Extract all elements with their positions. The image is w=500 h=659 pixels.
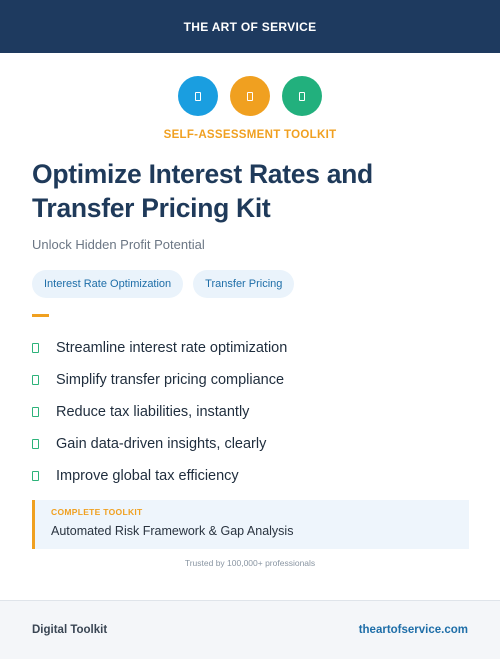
check-icon — [32, 343, 39, 353]
tag-list: Interest Rate Optimization Transfer Pric… — [32, 270, 295, 298]
website-link[interactable]: theartofservice.com — [358, 624, 468, 636]
callout-label: COMPLETE TOOLKIT — [51, 507, 143, 517]
check-icon — [32, 407, 39, 417]
page-title: Optimize Interest Rates and Transfer Pri… — [32, 159, 373, 223]
document-icon — [282, 76, 322, 116]
icon-row — [0, 76, 500, 116]
toolkit-kicker: SELF-ASSESSMENT TOOLKIT — [163, 129, 337, 141]
brand-name: THE ART OF SERVICE — [183, 19, 317, 34]
benefit-text: Reduce tax liabilities, instantly — [56, 404, 250, 420]
tag-transfer-pricing: Transfer Pricing — [193, 270, 295, 298]
callout-text: Automated Risk Framework & Gap Analysis — [51, 524, 294, 538]
benefit-list: Streamline interest rate optimization Si… — [32, 332, 287, 492]
benefit-text: Improve global tax efficiency — [56, 468, 239, 484]
benefit-item: Gain data-driven insights, clearly — [32, 428, 287, 460]
check-icon — [32, 375, 39, 385]
benefit-item: Improve global tax efficiency — [32, 460, 287, 492]
benefit-text: Gain data-driven insights, clearly — [56, 436, 267, 452]
footer-label: Digital Toolkit — [32, 624, 108, 636]
benefit-item: Reduce tax liabilities, instantly — [32, 396, 287, 428]
footer-bar: Digital Toolkit theartofservice.com — [0, 600, 500, 659]
document-icon — [230, 76, 270, 116]
document-icon — [178, 76, 218, 116]
benefit-item: Simplify transfer pricing compliance — [32, 364, 287, 396]
benefit-text: Simplify transfer pricing compliance — [56, 372, 285, 388]
benefit-item: Streamline interest rate optimization — [32, 332, 287, 364]
header-bar: THE ART OF SERVICE — [0, 0, 500, 53]
accent-divider — [32, 314, 49, 317]
tag-interest-rate-optimization: Interest Rate Optimization — [32, 270, 184, 298]
toolkit-callout: COMPLETE TOOLKIT Automated Risk Framewor… — [32, 500, 469, 549]
check-icon — [32, 471, 39, 481]
trust-statement: Trusted by 100,000+ professionals — [184, 558, 316, 568]
check-icon — [32, 439, 39, 449]
page-subtitle: Unlock Hidden Profit Potential — [32, 237, 205, 252]
benefit-text: Streamline interest rate optimization — [56, 340, 288, 356]
